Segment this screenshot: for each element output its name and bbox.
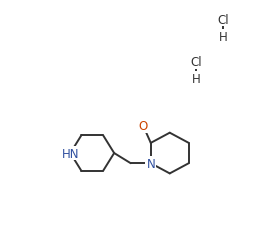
Text: Cl: Cl xyxy=(191,56,202,68)
Text: Cl: Cl xyxy=(217,14,229,26)
Text: H: H xyxy=(192,73,201,86)
Text: O: O xyxy=(139,120,148,133)
Text: H: H xyxy=(219,31,228,44)
Text: HN: HN xyxy=(62,147,79,160)
Text: N: N xyxy=(146,157,155,170)
